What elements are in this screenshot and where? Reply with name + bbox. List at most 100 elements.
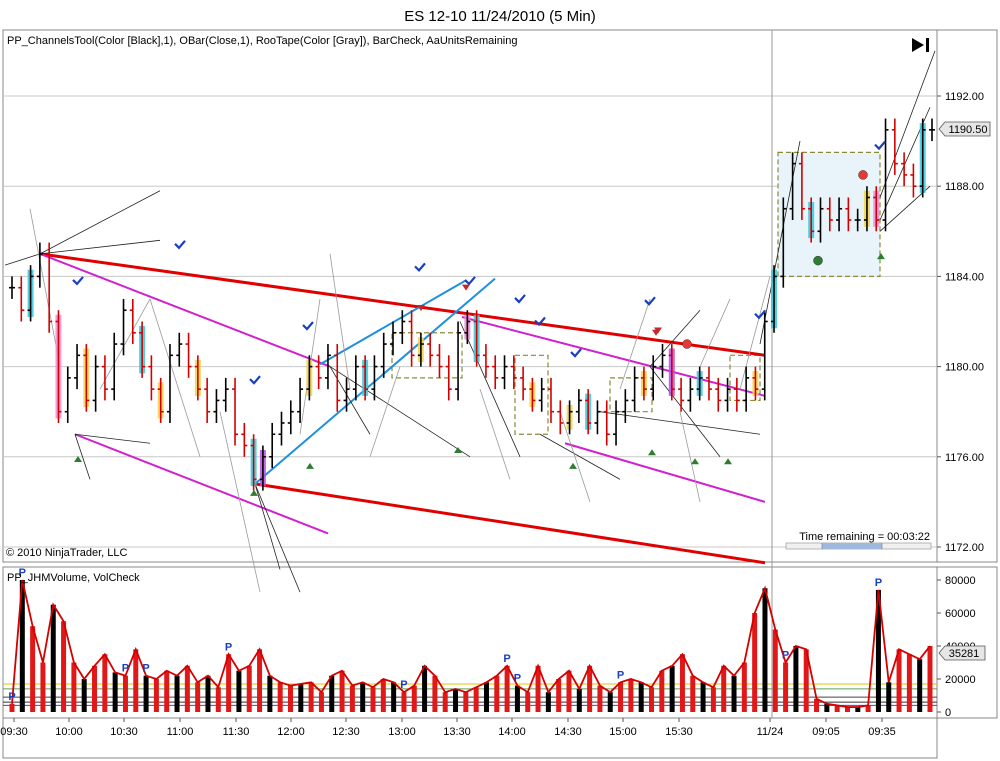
tape-ray: [679, 411, 701, 502]
volume-bar: [422, 665, 428, 712]
skip-to-end-icon[interactable]: [912, 38, 929, 52]
trend-ray: [649, 366, 721, 458]
volume-bar: [432, 675, 438, 712]
signal-dot: [858, 170, 868, 180]
volume-bar: [112, 672, 118, 712]
volume-bar: [514, 685, 520, 712]
trend-ray: [254, 483, 281, 570]
volume-bar: [535, 665, 541, 712]
tape-ray: [699, 298, 731, 367]
time-axis[interactable]: [2, 717, 938, 759]
time-tick-label: 14:30: [554, 726, 582, 738]
signal-dot: [813, 255, 823, 266]
check-icon: [534, 316, 546, 327]
volume-bar: [886, 682, 892, 712]
time-tick-label: 10:00: [55, 726, 83, 738]
volume-bar: [731, 675, 737, 712]
volume-bar: [762, 588, 768, 712]
volume-bar: [61, 621, 67, 712]
check-icon: [174, 240, 186, 250]
time-remaining-label: Time remaining = 00:03:22: [799, 531, 930, 543]
channel-lines: [4, 50, 936, 593]
volume-p-label: P: [8, 691, 15, 703]
time-tick-label: 15:00: [609, 726, 637, 738]
triangle-down-icon: [652, 329, 660, 336]
volume-bar: [855, 707, 861, 712]
volume-bar: [143, 675, 149, 712]
volume-bar: [401, 692, 407, 712]
check-icon: [72, 276, 84, 286]
volume-bar: [184, 665, 190, 712]
volume-bar: [669, 665, 675, 712]
price-tick-label: 1188.00: [945, 181, 984, 193]
volume-bar: [50, 604, 56, 712]
trend-ray: [879, 185, 931, 232]
triangle-down-icon: [417, 304, 425, 311]
trend-ray: [329, 366, 471, 458]
tape-ray: [739, 276, 771, 390]
price-bars: [9, 118, 935, 491]
volume-bar: [339, 670, 345, 712]
volume-p-label: P: [19, 567, 26, 579]
range-box: [514, 354, 549, 435]
tape-ray: [99, 298, 151, 390]
price-indicators-label: PP_ChannelsTool(Color [Black],1), OBar(C…: [7, 35, 518, 47]
chart-title: ES 12-10 11/24/2010 (5 Min): [404, 8, 596, 25]
time-tick-label: 11:30: [223, 726, 250, 738]
trend-ray: [74, 433, 151, 444]
volume-bar: [318, 692, 324, 712]
time-remaining-progress: [785, 542, 932, 550]
volume-bar: [628, 679, 634, 712]
check-icon: [249, 375, 261, 385]
volume-bar: [133, 649, 139, 712]
time-tick-label: 12:00: [277, 726, 305, 738]
volume-bar: [174, 675, 180, 712]
volume-bar: [360, 682, 366, 712]
volume-bar: [783, 662, 789, 712]
volume-bar: [453, 688, 459, 712]
volume-axis[interactable]: [936, 566, 998, 719]
volume-bar: [370, 687, 376, 712]
range-box: [609, 377, 653, 413]
check-icon: [464, 276, 476, 286]
price-tick-label: 1192.00: [945, 91, 984, 103]
volume-bar: [81, 679, 87, 712]
triangle-up-icon: [691, 458, 699, 465]
price-panel[interactable]: [2, 29, 938, 563]
volume-p-label: P: [782, 650, 789, 662]
trend-ray: [39, 190, 161, 255]
trend-ray: [539, 433, 621, 480]
volume-bar: [896, 649, 902, 712]
volume-bar: [329, 675, 335, 712]
volume-bar: [246, 665, 252, 712]
price-axis[interactable]: [936, 29, 998, 563]
check-icon: [644, 296, 656, 306]
volume-bar: [19, 580, 25, 712]
tape-ray: [559, 411, 591, 503]
volume-bar: [40, 662, 46, 712]
trend-ray: [599, 411, 761, 435]
time-tick-label: 12:30: [332, 726, 360, 738]
triangle-up-icon: [454, 447, 462, 454]
volume-bar: [226, 654, 232, 712]
volume-bar: [164, 670, 170, 712]
volume-bar: [793, 646, 799, 712]
volume-bar: [576, 688, 582, 712]
axis-labels: 1192.00 1188.00 1184.00 1180.00 1176.00 1172.…: [0, 91, 984, 738]
price-tick-label: 1180.00: [945, 362, 984, 374]
volume-bar: [504, 665, 510, 712]
price-tick-label: 1184.00: [945, 271, 984, 283]
volume-bar: [803, 649, 809, 712]
triangle-up-icon: [877, 253, 885, 260]
triangle-up-icon: [648, 449, 656, 456]
volume-bar: [442, 692, 448, 712]
volume-bar: [690, 675, 696, 712]
red-channel-lower: [254, 482, 766, 565]
volume-tick-label: 0: [945, 707, 951, 719]
time-tick-label: 15:30: [665, 726, 693, 738]
volume-bar: [597, 685, 603, 712]
magenta-channel-upper: [461, 316, 766, 397]
time-tick-label: 13:30: [443, 726, 471, 738]
copyright-label: © 2010 NinjaTrader, LLC: [6, 547, 127, 559]
volume-bar: [710, 687, 716, 712]
